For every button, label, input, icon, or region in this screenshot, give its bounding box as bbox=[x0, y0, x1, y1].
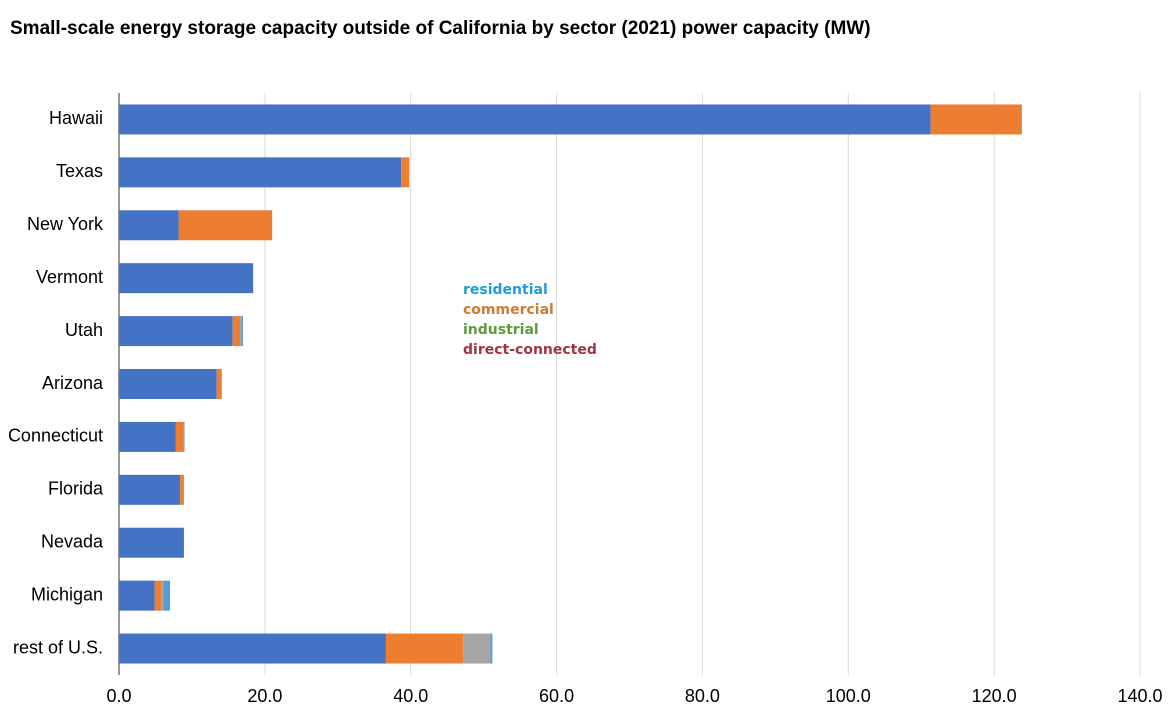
bar-segment bbox=[154, 580, 162, 611]
bar-segment bbox=[119, 527, 184, 558]
y-tick-label: Florida bbox=[48, 479, 104, 499]
bar-segment bbox=[183, 421, 185, 452]
x-tick-label: 140.0 bbox=[1117, 686, 1162, 706]
bar-segment bbox=[240, 316, 242, 347]
bar-segment bbox=[119, 263, 254, 294]
chart-title: Small-scale energy storage capacity outs… bbox=[10, 18, 871, 39]
bar-segment bbox=[119, 421, 176, 452]
bar-segment bbox=[385, 633, 464, 664]
y-tick-label: Arizona bbox=[42, 373, 104, 393]
bar-segment bbox=[216, 369, 222, 399]
bar-segment bbox=[178, 210, 273, 241]
y-tick-label: Connecticut bbox=[8, 426, 103, 446]
legend-entry: industrial bbox=[463, 322, 539, 338]
y-tick-label: Hawaii bbox=[49, 108, 103, 128]
bar-segment bbox=[119, 580, 155, 611]
bar-segment bbox=[119, 369, 217, 399]
x-tick-label: 20.0 bbox=[247, 686, 282, 706]
legend-entry: commercial bbox=[463, 302, 554, 318]
bar-segment bbox=[119, 474, 181, 505]
y-tick-label: Michigan bbox=[31, 584, 103, 604]
bar-segment bbox=[930, 104, 1022, 135]
x-tick-label: 100.0 bbox=[826, 686, 871, 706]
x-tick-label: 60.0 bbox=[539, 686, 574, 706]
bar-segment bbox=[119, 157, 402, 188]
bar-segment bbox=[119, 210, 179, 241]
y-tick-label: Vermont bbox=[36, 267, 103, 287]
bar-segment bbox=[401, 157, 410, 188]
y-tick-label: New York bbox=[27, 214, 104, 234]
bar-segment bbox=[119, 104, 931, 135]
legend-entry: residential bbox=[463, 282, 548, 298]
bar-segment bbox=[241, 316, 243, 347]
y-tick-label: Texas bbox=[56, 161, 103, 181]
y-tick-label: Nevada bbox=[41, 531, 104, 551]
y-tick-label: Utah bbox=[65, 320, 103, 340]
y-tick-label: rest of U.S. bbox=[13, 637, 103, 657]
bar-segment bbox=[232, 316, 241, 347]
x-tick-label: 40.0 bbox=[393, 686, 428, 706]
bar-segment bbox=[119, 316, 233, 347]
x-tick-label: 0.0 bbox=[106, 686, 131, 706]
x-tick-label: 80.0 bbox=[685, 686, 720, 706]
x-tick-label: 120.0 bbox=[972, 686, 1017, 706]
bar-segment bbox=[175, 421, 184, 452]
bar-segment bbox=[180, 474, 184, 505]
bar-segment bbox=[163, 580, 171, 611]
bar-segment bbox=[161, 580, 164, 611]
bar-segment bbox=[119, 633, 386, 664]
bar-segment bbox=[463, 633, 491, 664]
bar-segment bbox=[490, 633, 493, 664]
legend-entry: direct-connected bbox=[463, 342, 597, 358]
